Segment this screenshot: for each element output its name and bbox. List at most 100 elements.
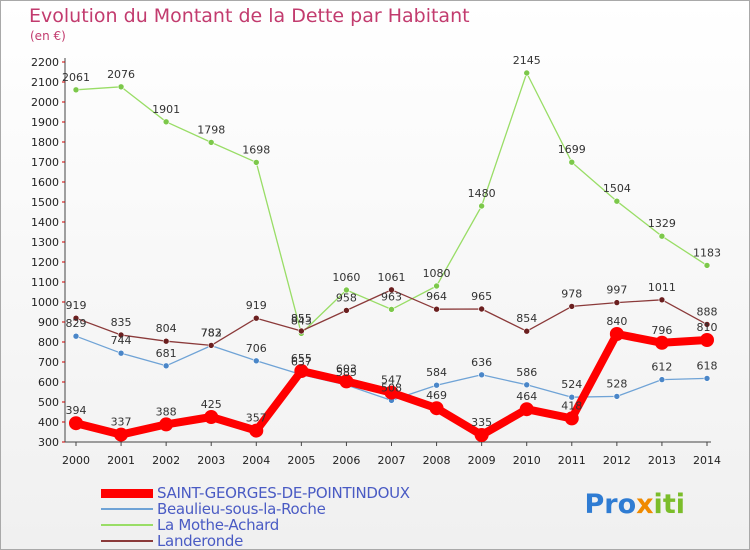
- data-label: 547: [381, 374, 402, 387]
- data-label: 963: [381, 290, 402, 303]
- data-point: [343, 307, 350, 314]
- y-tick-label: 1200: [31, 256, 59, 269]
- legend-swatch-0: [101, 488, 153, 498]
- data-point: [654, 335, 669, 350]
- data-point: [568, 158, 576, 166]
- data-label: 636: [471, 356, 492, 369]
- y-tick-label: 2100: [31, 76, 59, 89]
- data-point: [703, 321, 711, 328]
- data-point: [658, 296, 666, 304]
- data-point: [162, 118, 170, 126]
- data-label: 919: [66, 299, 87, 312]
- legend: SAINT-GEORGES-DE-POINTINDOUX Beaulieu-so…: [101, 484, 410, 550]
- legend-item: Landeronde: [101, 532, 410, 550]
- data-point: [429, 401, 444, 416]
- y-tick-label: 1100: [31, 276, 59, 289]
- data-point: [162, 337, 170, 345]
- y-tick-label: 700: [38, 356, 59, 369]
- data-label: 978: [561, 287, 582, 300]
- data-label: 2145: [513, 54, 541, 67]
- data-point: [564, 411, 579, 426]
- y-tick-label: 1500: [31, 196, 59, 209]
- data-point: [72, 86, 80, 94]
- y-tick-label: 400: [38, 416, 59, 429]
- legend-swatch-2: [101, 524, 153, 526]
- data-point: [159, 417, 174, 432]
- data-label: 706: [246, 342, 267, 355]
- data-point: [523, 69, 531, 77]
- x-tick-label: 2004: [242, 454, 270, 467]
- y-tick-label: 800: [38, 336, 59, 349]
- data-label: 612: [651, 361, 672, 374]
- data-point: [433, 282, 440, 290]
- data-point: [114, 427, 129, 442]
- legend-label: Landeronde: [157, 532, 244, 550]
- data-label: 804: [156, 322, 177, 335]
- data-point: [207, 342, 215, 349]
- data-point: [658, 232, 666, 240]
- y-tick-label: 1700: [31, 156, 59, 169]
- data-point: [72, 314, 80, 322]
- data-point: [207, 139, 215, 146]
- data-label: 744: [111, 334, 132, 347]
- data-label: 357: [246, 412, 267, 425]
- data-label: 835: [111, 316, 132, 329]
- data-label: 1061: [378, 271, 406, 284]
- data-label: 394: [66, 404, 87, 417]
- data-point: [700, 333, 714, 347]
- legend-swatch-3: [101, 540, 153, 542]
- data-point: [519, 402, 534, 417]
- data-label: 965: [471, 290, 492, 303]
- data-label: 2061: [62, 71, 90, 84]
- data-label: 1699: [558, 143, 586, 156]
- data-label: 603: [336, 362, 357, 375]
- data-label: 919: [246, 299, 267, 312]
- data-point: [298, 327, 305, 335]
- data-label: 586: [516, 366, 537, 379]
- x-tick-label: 2007: [378, 454, 406, 467]
- data-point: [474, 428, 489, 442]
- data-point: [388, 286, 395, 294]
- data-point: [294, 364, 309, 378]
- x-tick-label: 2003: [197, 454, 225, 467]
- data-label: 655: [291, 352, 312, 365]
- x-tick-label: 2001: [107, 454, 135, 467]
- x-tick-label: 2011: [558, 454, 586, 467]
- data-point: [117, 331, 125, 339]
- data-point: [478, 202, 485, 210]
- data-label: 585: [336, 366, 357, 379]
- data-point: [252, 314, 260, 322]
- data-label: 337: [111, 416, 132, 429]
- legend-label: Beaulieu-sous-la-Roche: [157, 500, 326, 518]
- y-tick-label: 1800: [31, 136, 59, 149]
- x-tick-label: 2008: [423, 454, 451, 467]
- y-tick-label: 2200: [31, 56, 59, 69]
- data-label: 958: [336, 291, 357, 304]
- data-label: 524: [561, 378, 582, 391]
- proxiti-logo: Proxiti: [584, 489, 685, 520]
- y-tick-label: 300: [38, 436, 59, 449]
- data-point: [249, 423, 264, 438]
- data-label: 1080: [423, 267, 451, 280]
- x-tick-label: 2009: [468, 454, 496, 467]
- data-point: [568, 303, 576, 310]
- data-label: 618: [697, 359, 718, 372]
- data-point: [609, 327, 624, 341]
- data-label: 335: [471, 416, 492, 429]
- data-point: [388, 306, 395, 313]
- chart-title: Evolution du Montant de la Dette par Hab…: [29, 5, 470, 27]
- data-label: 425: [201, 398, 222, 411]
- data-label: 2076: [107, 68, 135, 81]
- data-label: 1504: [603, 182, 631, 195]
- data-label: 1060: [332, 271, 360, 284]
- x-tick-label: 2014: [693, 454, 721, 467]
- data-label: 1901: [152, 103, 180, 116]
- data-label: 464: [516, 390, 537, 403]
- data-point: [568, 393, 576, 401]
- data-point: [343, 286, 350, 294]
- y-tick-label: 1600: [31, 176, 59, 189]
- y-tick-label: 1300: [31, 236, 59, 249]
- y-tick-label: 500: [38, 396, 59, 409]
- y-tick-label: 1400: [31, 216, 59, 229]
